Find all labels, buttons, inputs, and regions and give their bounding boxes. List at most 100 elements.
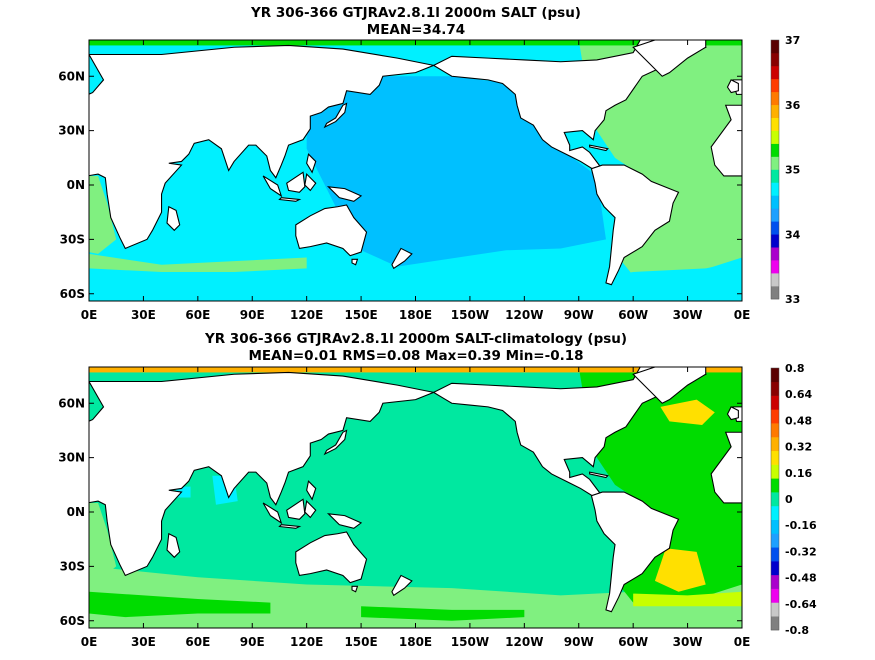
top-colorbar-swatch	[771, 260, 779, 274]
bottom-colorbar-label: -0.16	[785, 519, 817, 532]
bottom-colorbar-label: 0.32	[785, 441, 812, 454]
top-colorbar-swatch	[771, 117, 779, 131]
top-lat-tick-label: 30S	[60, 232, 85, 246]
bottom-lon-tick-label: 150W	[451, 635, 489, 649]
bottom-colorbar-label: 0	[785, 493, 793, 506]
top-colorbar-swatch	[771, 221, 779, 235]
bottom-lat-ticks: 60N 30N 0N 30S 60S	[58, 396, 742, 628]
bottom-lon-tick-label: 120W	[505, 635, 543, 649]
top-colorbar: 37 36 35 34 33	[770, 34, 801, 306]
bottom-colorbar-swatch	[771, 464, 779, 479]
top-lon-tick-label: 30W	[673, 308, 703, 322]
top-lon-tick-label: 180E	[399, 308, 432, 322]
bottom-colorbar-swatch	[771, 574, 779, 589]
bottom-colorbar-label: 0.16	[785, 467, 812, 480]
bottom-lat-tick-label: 60N	[58, 396, 85, 410]
top-colorbar-label: 33	[785, 293, 800, 306]
bottom-lon-tick-label: 30E	[131, 635, 156, 649]
bottom-colorbar-swatch	[771, 505, 779, 520]
top-colorbar-frame	[770, 39, 780, 300]
bottom-colorbar-swatch	[771, 533, 779, 548]
bottom-colorbar-swatch	[771, 395, 779, 410]
top-colorbar-swatch	[771, 143, 779, 157]
top-colorbar-swatch	[771, 273, 779, 287]
bottom-colorbar-swatch	[771, 368, 779, 383]
top-lat-tick-label: 30N	[58, 124, 85, 138]
top-colorbar-label: 36	[785, 99, 801, 112]
bottom-colorbar: 0.8 0.64 0.48 0.32 0.16 0 -0.16 -0.32 -0.48 -0.64…	[770, 362, 817, 637]
top-lat-tick-label: 0N	[67, 178, 85, 192]
bottom-colorbar-swatch	[771, 602, 779, 617]
bottom-lon-ticks: 0E 30E 60E 90E 120E 150E 180E 150W 120W 90W 60W 30W…	[81, 367, 751, 649]
top-title-line1: YR 306-366 GTJRAv2.8.1l 2000m SALT (psu)	[250, 5, 581, 21]
bottom-map	[89, 367, 742, 628]
bottom-colorbar-swatch	[771, 381, 779, 396]
top-lon-tick-label: 0E	[81, 308, 98, 322]
bottom-lon-tick-label: 0E	[81, 635, 98, 649]
bottom-lon-tick-label: 30W	[673, 635, 703, 649]
bottom-colorbar-label: -0.48	[785, 572, 817, 585]
top-colorbar-swatch	[771, 247, 779, 261]
bottom-lat-tick-label: 60S	[60, 614, 85, 628]
bottom-colorbar-swatch	[771, 561, 779, 576]
top-title-line2: MEAN=34.74	[367, 22, 465, 38]
top-lon-tick-label: 120W	[505, 308, 543, 322]
top-lon-tick-label: 150W	[451, 308, 489, 322]
bottom-colorbar-swatch	[771, 519, 779, 534]
bottom-lat-tick-label: 0N	[67, 505, 85, 519]
bottom-lon-tick-label: 150E	[344, 635, 377, 649]
top-lon-ticks: 0E 30E 60E 90E 120E 150E 180E 150W 120W 90W 60W 30W…	[81, 40, 751, 322]
top-lat-tick-label: 60N	[58, 69, 85, 83]
bottom-colorbar-swatch	[771, 492, 779, 507]
top-lon-tick-label: 150E	[344, 308, 377, 322]
bottom-lon-tick-label: 90W	[564, 635, 594, 649]
top-colorbar-swatch	[771, 156, 779, 170]
top-colorbar-swatch	[771, 195, 779, 209]
top-colorbar-swatch	[771, 286, 779, 300]
top-lat-tick-label: 60S	[60, 287, 85, 301]
bottom-colorbar-label: -0.8	[785, 624, 809, 637]
bottom-panel: YR 306-366 GTJRAv2.8.1l 2000m SALT-clima…	[58, 331, 817, 649]
top-colorbar-label: 35	[785, 164, 800, 177]
top-colorbar-swatch	[771, 91, 779, 106]
top-lon-tick-label: 30E	[131, 308, 156, 322]
top-colorbar-swatch	[771, 182, 779, 196]
top-lon-tick-label: 60E	[185, 308, 210, 322]
top-map	[89, 40, 742, 301]
bottom-lon-tick-label: 120E	[290, 635, 323, 649]
bottom-lon-tick-label: 90E	[240, 635, 265, 649]
bottom-lat-tick-label: 30N	[58, 451, 85, 465]
bottom-colorbar-swatch	[771, 588, 779, 603]
top-lon-tick-label: 90W	[564, 308, 594, 322]
top-colorbar-label: 37	[785, 34, 800, 47]
bottom-colorbar-swatch	[771, 450, 779, 465]
top-panel: YR 306-366 GTJRAv2.8.1l 2000m SALT (psu)…	[58, 5, 801, 322]
top-lon-tick-label: 0E	[734, 308, 751, 322]
top-lat-ticks: 60N 30N 0N 30S 60S	[58, 69, 742, 301]
bottom-lat-tick-label: 30S	[60, 559, 85, 573]
top-lon-tick-label: 60W	[618, 308, 648, 322]
bottom-colorbar-swatch	[771, 616, 779, 631]
bottom-lon-tick-label: 60W	[618, 635, 648, 649]
bottom-colorbar-label: -0.32	[785, 545, 817, 558]
bottom-lon-tick-label: 60E	[185, 635, 210, 649]
top-colorbar-swatch	[771, 78, 779, 93]
top-colorbar-swatch	[771, 130, 779, 144]
top-colorbar-swatch	[771, 65, 779, 80]
bottom-colorbar-frame	[770, 367, 780, 631]
top-colorbar-swatch	[771, 40, 779, 54]
top-colorbar-label: 34	[785, 228, 801, 241]
bottom-colorbar-swatch	[771, 423, 779, 438]
bottom-colorbar-swatch	[771, 478, 779, 493]
top-colorbar-swatch	[771, 234, 779, 248]
bottom-title-line1: YR 306-366 GTJRAv2.8.1l 2000m SALT-clima…	[204, 331, 627, 347]
bottom-lon-tick-label: 180E	[399, 635, 432, 649]
top-lon-tick-label: 120E	[290, 308, 323, 322]
bottom-colorbar-label: 0.48	[785, 414, 812, 427]
bottom-colorbar-label: 0.64	[785, 388, 812, 401]
bottom-colorbar-swatch	[771, 547, 779, 562]
bottom-title-line2: MEAN=0.01 RMS=0.08 Max=0.39 Min=-0.18	[248, 348, 583, 364]
bottom-lon-tick-label: 0E	[734, 635, 751, 649]
bottom-colorbar-swatch	[771, 409, 779, 424]
top-colorbar-swatch	[771, 208, 779, 222]
